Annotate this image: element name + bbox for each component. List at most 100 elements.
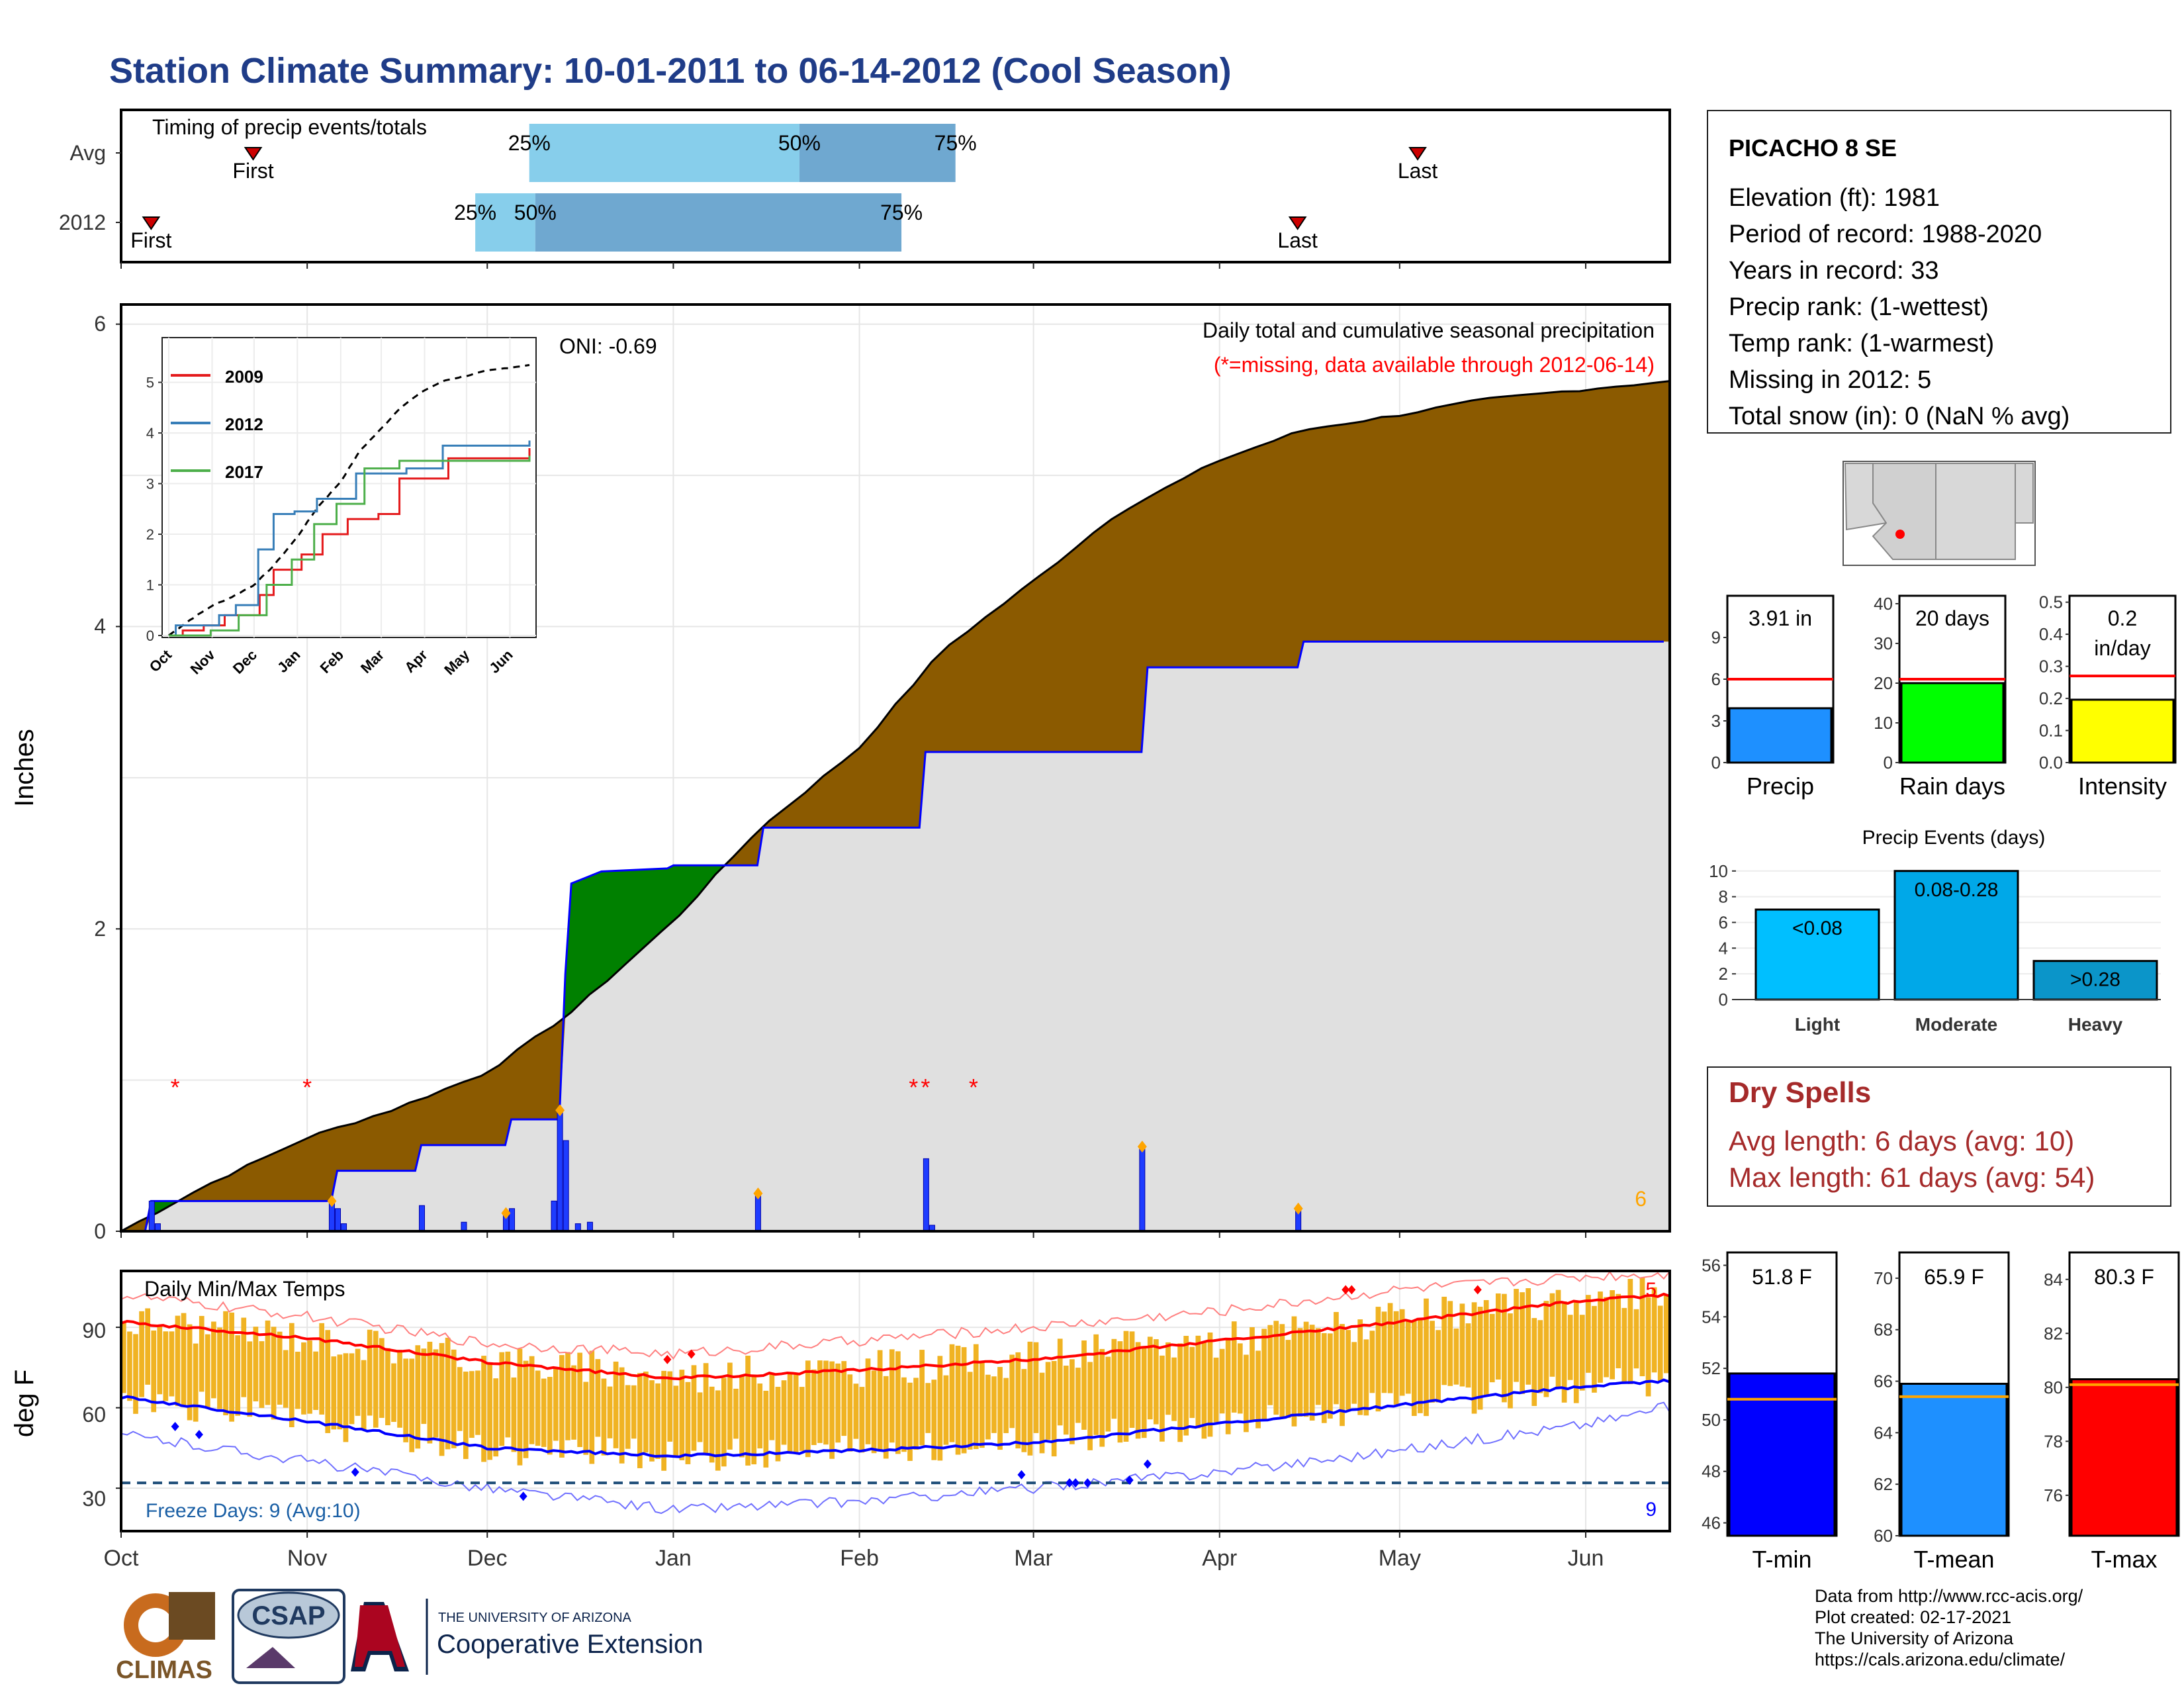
missing-data-marker: * xyxy=(171,1074,180,1101)
record-high-marker xyxy=(1342,1285,1350,1295)
daily-temp-range-bar xyxy=(1375,1307,1381,1412)
record-low-marker xyxy=(1143,1459,1152,1469)
precip-events-chart: Precip Events (days) 0 2 4 6 8 10 <0.08 Light 0.… xyxy=(1709,827,2161,1035)
daily-temp-range-bar xyxy=(1567,1315,1573,1380)
timing-label: Timing of precip events/totals xyxy=(152,115,427,139)
mini-bar-ytick: 0 xyxy=(1884,753,1893,773)
events-ytick: 6 xyxy=(1719,912,1728,932)
temp-bar-ytick: 62 xyxy=(1874,1474,1893,1494)
daily-precip-bar xyxy=(418,1205,425,1232)
daily-temp-range-bar xyxy=(1334,1311,1339,1405)
precip-panel: * * * * * Daily total and cumulative seasona… xyxy=(10,262,1671,1243)
daily-temp-range-bar xyxy=(817,1360,823,1443)
daily-temp-range-bar xyxy=(1105,1356,1111,1432)
daily-temp-range-bar xyxy=(1586,1295,1591,1373)
mini-bar-label: Intensity xyxy=(2078,773,2167,800)
csap-mountain-icon xyxy=(246,1647,295,1668)
daily-temp-range-bar xyxy=(457,1367,463,1431)
daily-temp-range-bar xyxy=(1219,1348,1225,1414)
daily-temp-range-bar xyxy=(541,1378,547,1447)
daily-temp-range-bar xyxy=(721,1378,727,1467)
daily-temp-range-bar xyxy=(967,1372,973,1450)
daily-temp-range-bar xyxy=(1093,1334,1099,1435)
temp-bar-value: 65.9 F xyxy=(1924,1265,1984,1289)
daily-temp-range-bar xyxy=(1604,1297,1609,1378)
daily-temp-range-bar xyxy=(1399,1309,1405,1396)
timing-last-label: Last xyxy=(1398,159,1438,183)
mini-bar-ytick: 6 xyxy=(1711,669,1721,689)
daily-temp-range-bar xyxy=(943,1375,949,1445)
daily-temp-range-bar xyxy=(193,1343,199,1422)
daily-temp-range-bar xyxy=(979,1361,985,1448)
daily-temp-range-bar xyxy=(1405,1321,1411,1394)
temp-bar-ytick: 66 xyxy=(1874,1372,1893,1391)
precip-event-marker xyxy=(327,1195,337,1207)
daily-temp-range-bar xyxy=(1424,1298,1429,1417)
mini-bar-ytick: 10 xyxy=(1874,713,1893,733)
daily-temp-range-bar xyxy=(937,1356,943,1461)
footer-logos: CLIMAS CSAP THE UNIVERSITY OF ARIZONA Co… xyxy=(116,1589,703,1684)
daily-temp-range-bar xyxy=(757,1383,763,1449)
missing-data-marker: * xyxy=(969,1074,978,1101)
csap-logo-text: CSAP xyxy=(251,1601,325,1630)
temp-bar-ytick: 80 xyxy=(2044,1378,2063,1397)
inset-ytick: 3 xyxy=(146,476,154,492)
daily-temp-range-bar xyxy=(1441,1296,1447,1385)
ua-a-inner-icon xyxy=(355,1605,405,1667)
daily-temp-range-bar xyxy=(157,1325,163,1395)
daily-precip-bar xyxy=(1139,1146,1146,1232)
daily-temp-range-bar xyxy=(385,1348,390,1426)
daily-temp-range-bar xyxy=(991,1376,997,1433)
daily-temp-range-bar xyxy=(1321,1333,1327,1423)
daily-temp-range-bar xyxy=(1171,1357,1177,1421)
daily-temp-range-bar xyxy=(751,1375,757,1465)
month-label: Jun xyxy=(1568,1546,1604,1571)
daily-temp-range-bar xyxy=(235,1335,241,1416)
daily-temp-range-bar xyxy=(1387,1303,1393,1393)
timing-last-marker xyxy=(1288,216,1307,230)
events-ytick: 8 xyxy=(1719,887,1728,907)
daily-temp-range-bar xyxy=(835,1363,841,1443)
daily-temp-range-bar xyxy=(1657,1305,1663,1382)
daily-temp-range-bar xyxy=(1471,1302,1477,1414)
temp-bar-ytick: 84 xyxy=(2044,1270,2063,1289)
daily-temp-range-bar xyxy=(1495,1293,1501,1380)
daily-temp-range-bar xyxy=(1453,1328,1459,1385)
daily-temp-range-bar xyxy=(1207,1332,1213,1437)
temp-ytick: 90 xyxy=(82,1319,106,1342)
daily-temp-range-bar xyxy=(871,1370,877,1454)
events-bar-label: >0.28 xyxy=(2070,969,2120,991)
daily-temp-range-bar xyxy=(1201,1342,1207,1439)
daily-temp-range-bar xyxy=(697,1392,703,1442)
dry-spells-box: Dry Spells Avg length: 6 days (avg: 10) … xyxy=(1707,1066,2171,1207)
daily-precip-bar xyxy=(563,1140,569,1232)
daily-temp-range-bar xyxy=(1250,1327,1255,1422)
daily-temp-range-bar xyxy=(1231,1321,1237,1413)
daily-temp-range-bar xyxy=(1195,1335,1201,1429)
record-low-marker xyxy=(1083,1478,1092,1488)
temp-bar-ytick: 76 xyxy=(2044,1485,2063,1505)
daily-temp-range-bar xyxy=(133,1334,138,1414)
daily-temp-range-bar xyxy=(1579,1315,1585,1391)
daily-temp-range-bar xyxy=(1160,1355,1165,1442)
dry-spells-frame xyxy=(1707,1066,2171,1207)
daily-temp-range-bar xyxy=(1057,1338,1063,1426)
precip-y-axis-label: Inches xyxy=(10,729,39,807)
station-name: PICACHO 8 SE xyxy=(1729,134,1897,162)
inset-legend-2017: 2017 xyxy=(225,462,263,482)
record-low-marker xyxy=(351,1467,359,1477)
month-label: Jan xyxy=(655,1546,692,1571)
precip-event-marker xyxy=(753,1187,763,1199)
map-state-new-mexico xyxy=(1935,463,2016,560)
events-bar-label: 0.08-0.28 xyxy=(1915,879,1999,901)
ua-university-text: THE UNIVERSITY OF ARIZONA xyxy=(438,1611,632,1625)
daily-temp-range-bar xyxy=(1502,1293,1507,1403)
inset-average-line xyxy=(168,363,530,637)
daily-temp-range-bar xyxy=(499,1352,505,1446)
daily-temp-range-bar xyxy=(607,1386,613,1438)
daily-temp-range-bar xyxy=(799,1387,805,1451)
mini-bar-ytick: 0.3 xyxy=(2039,657,2063,677)
daily-precip-bar xyxy=(148,1200,155,1232)
daily-temp-range-bar xyxy=(409,1358,415,1452)
daily-temp-range-bar xyxy=(829,1361,835,1459)
